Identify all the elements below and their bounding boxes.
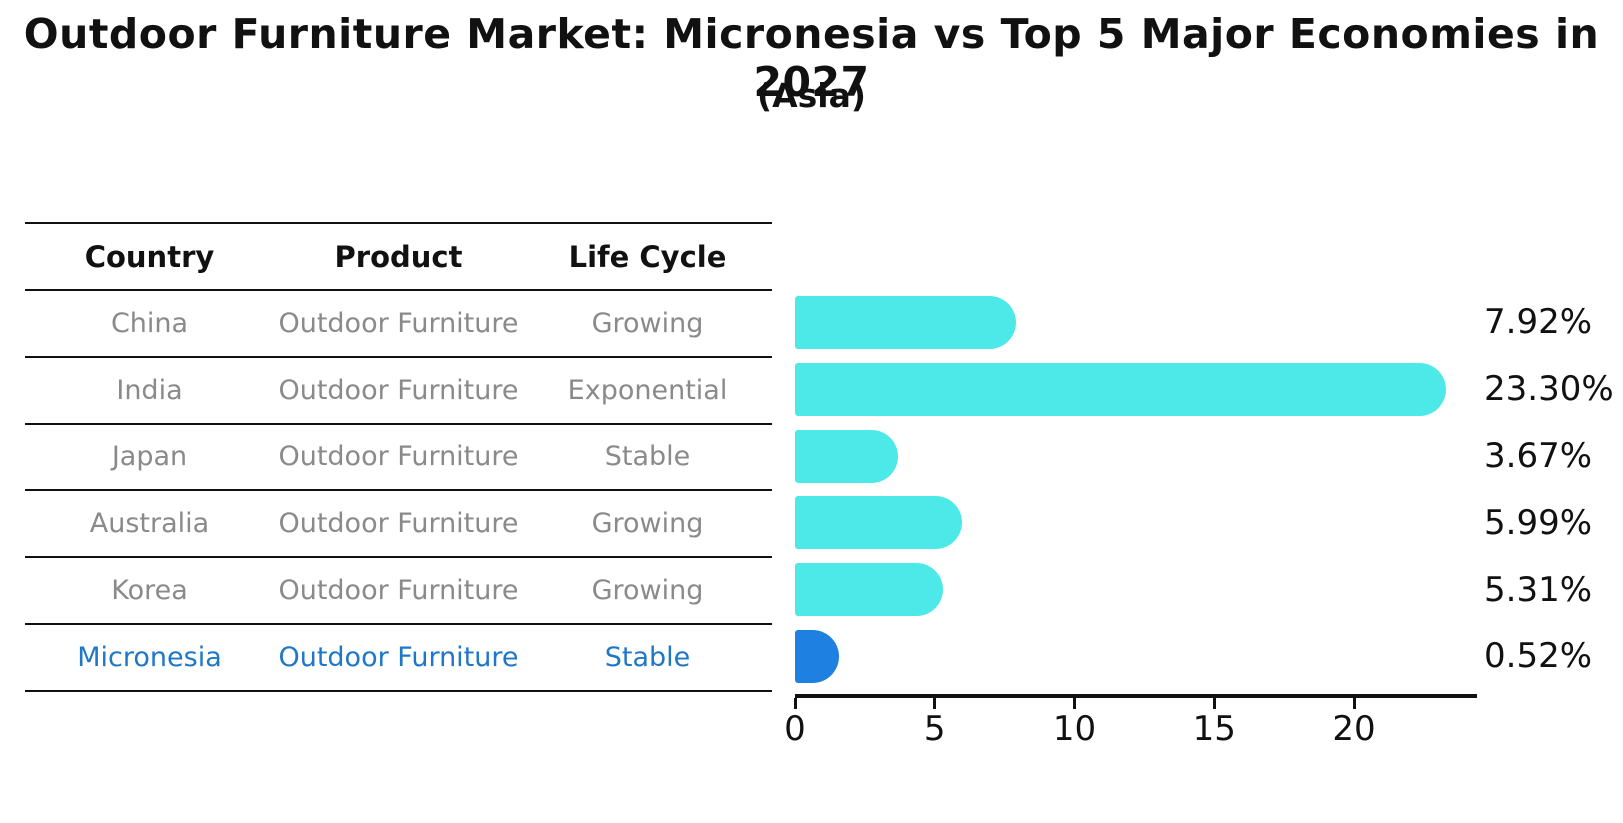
table-row: China Outdoor Furniture Growing	[25, 291, 772, 358]
table-cell-life-cycle: Stable	[604, 441, 691, 473]
summary-table: Country Product Life Cycle China Outdoor…	[25, 222, 772, 692]
table-cell-life-cycle: Growing	[591, 508, 704, 540]
x-axis-tick-label: 0	[784, 709, 806, 749]
table-cell-country: Korea	[111, 575, 188, 607]
table-cell-product: Outdoor Furniture	[278, 641, 519, 673]
table-cell-country: Japan	[111, 441, 188, 473]
x-axis-tick-label: 20	[1332, 709, 1376, 749]
x-axis-tick-label: 5	[923, 709, 946, 749]
bar-value-label: 5.31%	[1484, 569, 1593, 610]
table-cell-product: Outdoor Furniture	[278, 441, 519, 473]
table-row: India Outdoor Furniture Exponential	[25, 358, 772, 425]
table-row: Korea Outdoor Furniture Growing	[25, 558, 772, 625]
x-axis-tick	[1212, 698, 1216, 709]
column-header-product: Product	[334, 239, 463, 274]
column-header-country: Country	[84, 239, 215, 274]
bar-china	[795, 295, 1017, 349]
bar-micronesia	[795, 629, 839, 683]
x-axis-tick	[1073, 698, 1076, 709]
table-cell-product: Outdoor Furniture	[278, 307, 519, 339]
bar-india	[795, 362, 1447, 416]
bar-korea	[795, 563, 944, 617]
table-cell-life-cycle: Growing	[591, 307, 704, 339]
table-cell-product: Outdoor Furniture	[278, 575, 519, 607]
bar-value-label: 0.52%	[1484, 636, 1593, 677]
bar-value-label: 5.99%	[1484, 502, 1593, 543]
bar-australia	[795, 496, 963, 550]
table-row: Australia Outdoor Furniture Growing	[25, 491, 772, 559]
bar-japan	[795, 429, 898, 483]
column-header-life-cycle: Life Cycle	[568, 239, 727, 274]
chart-subtitle: (Asia)	[757, 76, 866, 115]
x-axis-tick	[793, 698, 797, 709]
bar-value-label: 3.67%	[1484, 436, 1593, 476]
x-axis-tick-label: 10	[1052, 709, 1097, 749]
table-cell-product: Outdoor Furniture	[278, 508, 519, 540]
x-axis-tick	[1352, 698, 1356, 709]
x-axis-tick-label: 15	[1192, 709, 1236, 749]
table-header-row: Country Product Life Cycle	[25, 224, 772, 291]
table-cell-life-cycle: Growing	[591, 575, 704, 607]
table-cell-country: China	[110, 307, 189, 339]
table-cell-country: Australia	[89, 508, 210, 540]
bar-value-label: 23.30%	[1484, 369, 1614, 410]
table-row: Micronesia Outdoor Furniture Stable	[25, 625, 772, 692]
x-axis-line	[795, 694, 1477, 698]
chart-title: Outdoor Furniture Market: Micronesia vs …	[23, 10, 1600, 106]
table-cell-country: Micronesia	[77, 641, 222, 673]
table-cell-life-cycle: Stable	[604, 641, 691, 673]
table-cell-country: India	[116, 374, 183, 406]
table-cell-product: Outdoor Furniture	[278, 374, 519, 406]
x-axis-tick	[933, 698, 937, 709]
bar-value-label: 7.92%	[1484, 302, 1593, 343]
table-cell-life-cycle: Exponential	[567, 374, 728, 406]
table-row: Japan Outdoor Furniture Stable	[25, 425, 772, 492]
bar-chart: 0 5 10 15 20	[784, 222, 1477, 782]
